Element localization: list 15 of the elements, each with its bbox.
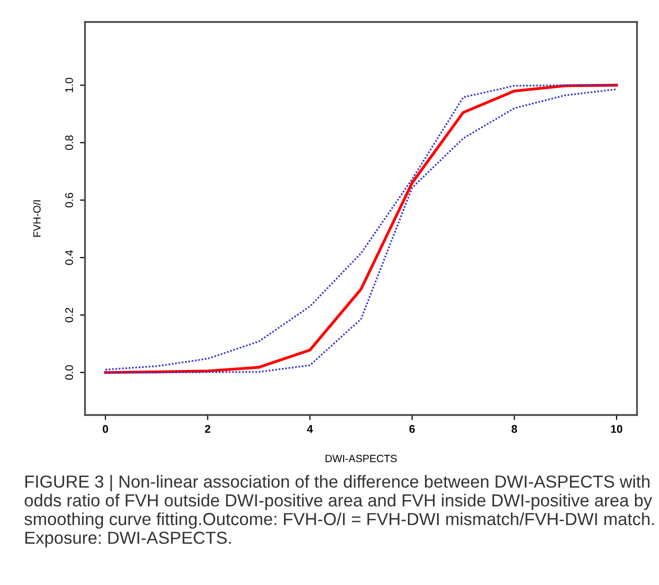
y-tick-label: 0.6	[65, 192, 74, 208]
x-tick-label: 4	[306, 425, 313, 433]
y-tick-label: 0.2	[65, 308, 74, 322]
y-axis-title: FVH-O/I	[32, 200, 41, 237]
x-axis-title: DWI-ASPECTS	[326, 454, 397, 462]
y-tick-label: 0.0	[65, 365, 74, 380]
y-tick-label: 0.8	[65, 135, 74, 150]
x-tick-label: 8	[512, 425, 518, 433]
caption: FIGURE 3 | Non-linear association of the difference between DWI-ASPECTS with odds ratio of FVH outside DWI-positive area and FVH inside DWI-positive area by smoothing curve fitting.Outcome: FVH-O/I = FVH-DWI mismatch/FVH-DWI match. Exposure: DWI-ASPECTS.	[24, 475, 654, 548]
y-tick-label: 0.4	[65, 250, 74, 265]
y-tick-label: 1.0	[65, 78, 74, 92]
x-tick-label: 2	[204, 425, 210, 433]
x-tick-label: 6	[409, 425, 415, 433]
x-tick-label: 10	[611, 425, 622, 433]
x-tick-label: 0	[102, 425, 108, 433]
